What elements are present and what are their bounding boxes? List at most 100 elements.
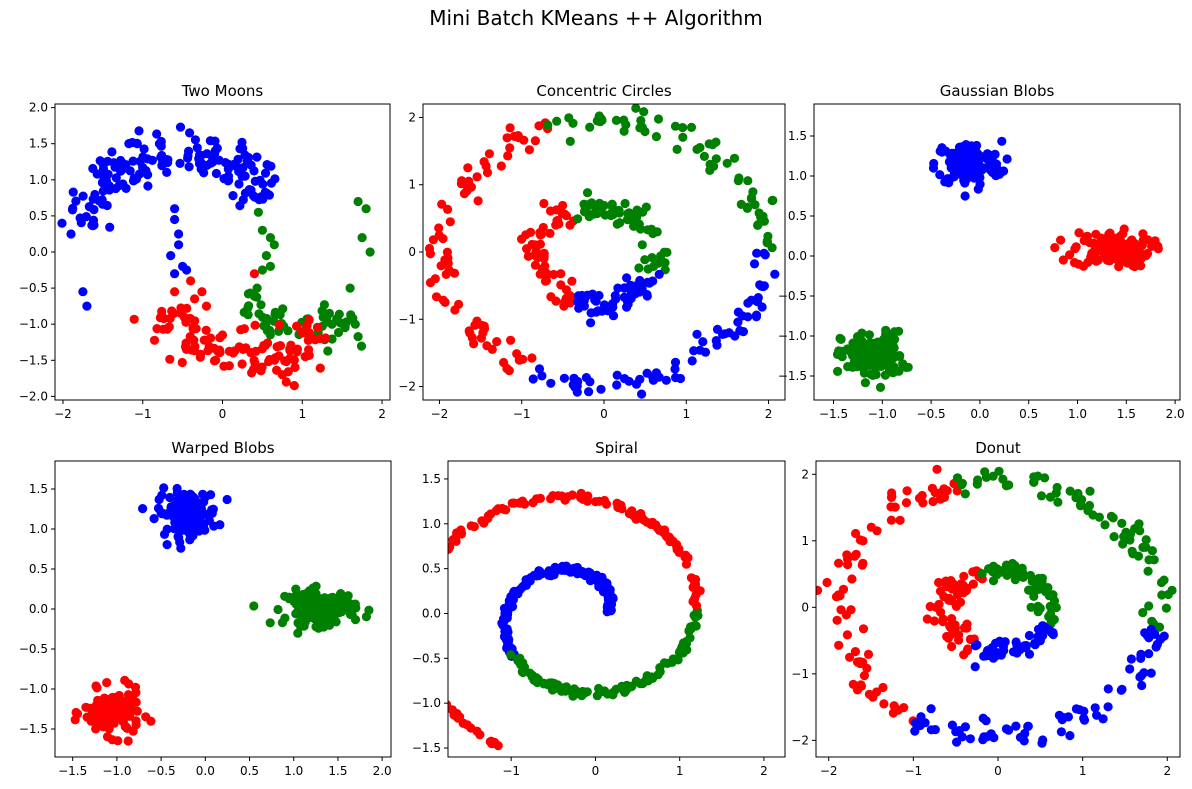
y-tick-label: 1.5: [422, 472, 441, 486]
point-green: [651, 132, 662, 142]
x-tick-label: 0: [219, 407, 227, 421]
point-green: [763, 231, 773, 241]
point-green: [872, 354, 882, 364]
point-green: [1118, 539, 1128, 549]
point-red: [102, 678, 112, 688]
point-red: [1101, 248, 1111, 258]
point-blue: [104, 181, 114, 191]
point-green: [324, 605, 335, 615]
point-red: [551, 205, 562, 215]
point-blue: [509, 587, 519, 597]
point-red: [111, 707, 121, 717]
point-blue: [749, 259, 760, 269]
point-green: [1046, 609, 1056, 619]
point-red: [947, 641, 957, 652]
x-tick-label: 2.0: [1166, 407, 1185, 421]
point-blue: [138, 504, 148, 514]
point-red: [848, 679, 858, 690]
point-red: [872, 526, 882, 536]
point-green: [1109, 532, 1119, 542]
point-red: [464, 326, 474, 336]
point-red: [962, 646, 972, 656]
y-tick-label: 1.0: [29, 522, 48, 536]
point-red: [209, 356, 220, 366]
point-blue: [152, 129, 162, 139]
point-red: [444, 265, 454, 275]
point-blue: [757, 302, 767, 312]
point-blue: [192, 143, 202, 153]
point-green: [252, 292, 262, 302]
x-tick-label: 0: [994, 764, 1002, 778]
point-blue: [1011, 721, 1021, 731]
point-blue: [965, 734, 976, 744]
y-tick-label: −1.0: [778, 329, 807, 343]
point-green: [364, 605, 374, 615]
point-green: [296, 611, 306, 621]
point-red: [479, 324, 490, 334]
point-green: [1144, 601, 1154, 611]
subplot-6: −2 −1 0 1 2 −2 −1 0 1 2 Donut: [791, 439, 1181, 778]
point-red: [681, 559, 692, 569]
point-blue: [608, 311, 619, 321]
point-red: [428, 675, 437, 684]
point-green: [1117, 518, 1127, 529]
point-red: [666, 534, 676, 544]
point-red: [176, 303, 186, 313]
point-green: [988, 576, 999, 586]
point-red: [425, 249, 435, 259]
point-red: [842, 630, 853, 640]
point-red: [539, 253, 549, 264]
point-green: [309, 608, 319, 619]
point-blue: [68, 203, 78, 213]
point-red: [91, 681, 101, 691]
point-blue: [654, 269, 664, 279]
point-red: [551, 220, 561, 230]
point-green: [662, 247, 672, 257]
point-red: [431, 292, 442, 302]
point-red: [412, 635, 421, 644]
x-tick-label: 1: [682, 407, 690, 421]
point-red: [934, 577, 944, 588]
point-red: [430, 684, 439, 693]
point-blue: [700, 347, 711, 357]
point-blue: [184, 162, 194, 172]
point-red: [114, 696, 124, 707]
point-red: [836, 605, 846, 615]
point-red: [551, 296, 561, 306]
point-blue: [266, 161, 276, 171]
x-tick-label: −1.0: [102, 764, 131, 778]
point-blue: [228, 191, 238, 201]
point-red: [517, 234, 527, 244]
y-tick-label: 0.0: [788, 249, 807, 263]
point-blue: [238, 163, 248, 173]
point-red: [858, 624, 869, 634]
y-tick-label: −1.0: [19, 317, 48, 331]
point-red: [943, 633, 954, 643]
point-blue: [157, 150, 167, 161]
point-green: [516, 660, 526, 670]
x-tick-label: 2: [765, 407, 773, 421]
point-blue: [255, 175, 265, 185]
point-red: [947, 614, 957, 624]
point-green: [579, 688, 589, 698]
point-green: [293, 595, 303, 605]
point-blue: [134, 126, 144, 136]
subplot-title: Spiral: [595, 439, 638, 457]
x-tick-label: −2: [820, 764, 838, 778]
point-red: [170, 287, 180, 297]
point-green: [753, 220, 763, 230]
point-red: [120, 675, 130, 686]
point-blue: [982, 649, 993, 659]
point-red: [437, 199, 447, 209]
point-blue: [960, 191, 970, 201]
point-red: [851, 528, 861, 539]
point-blue: [948, 148, 958, 158]
point-green: [1085, 486, 1095, 496]
point-red: [304, 315, 314, 325]
point-blue: [200, 492, 210, 502]
point-red: [448, 535, 458, 545]
point-blue: [946, 163, 956, 173]
point-red: [1091, 240, 1101, 250]
scatter-points: [57, 122, 375, 391]
point-blue: [1037, 738, 1047, 748]
